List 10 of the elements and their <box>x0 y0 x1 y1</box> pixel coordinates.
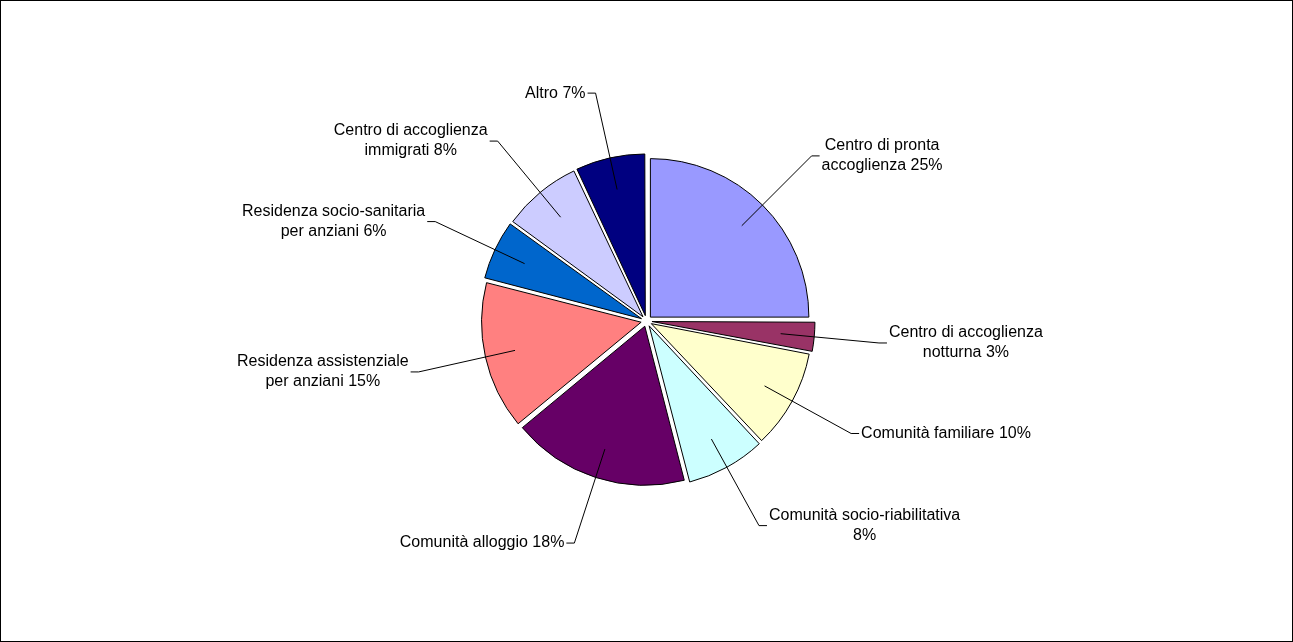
slice-label: Residenza assistenziale per anziani 15% <box>236 352 409 390</box>
slice-label: Comunità alloggio 18% <box>399 533 565 551</box>
slice-label: Centro di pronta accoglienza 25% <box>821 136 943 174</box>
slice-label: Centro di accoglienza notturna 3% <box>888 323 1043 361</box>
slice-label: Comunità familiare 10% <box>861 423 1031 441</box>
slice-label: Residenza socio-sanitaria per anziani 6% <box>242 201 426 239</box>
slice-label: Comunità socio-riabilitativa <box>768 506 961 524</box>
data-label: 8% <box>853 526 877 544</box>
slice-label: Altro 7% <box>525 83 586 101</box>
slice-label: Centro di accoglienza immigrati 8% <box>333 121 488 159</box>
